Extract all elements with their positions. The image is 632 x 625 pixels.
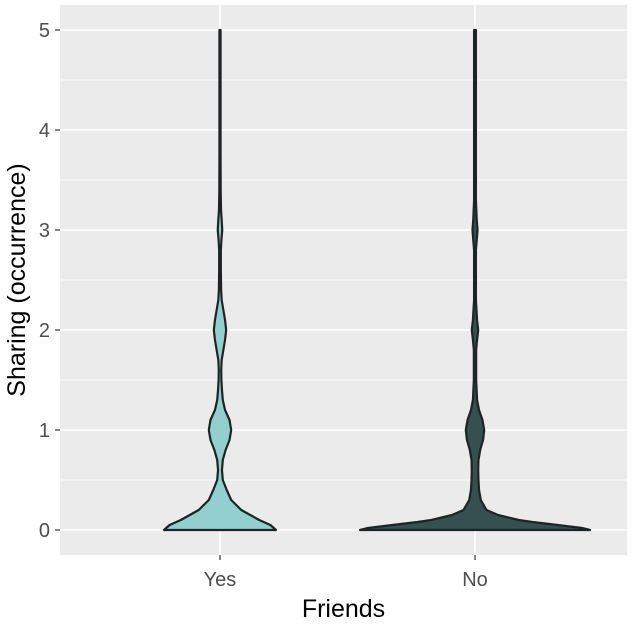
x-axis: Yes No [204,555,488,591]
y-tick-label: 1 [39,420,50,442]
y-tick-label: 3 [39,220,50,242]
x-tick-label-no: No [462,569,488,591]
y-tick-label: 5 [39,20,50,42]
y-axis-title: Sharing (occurrence) [3,163,31,396]
violin-yes [162,28,278,532]
x-tick-label-yes: Yes [204,569,237,591]
y-tick-label: 2 [39,320,50,342]
violins [162,28,592,532]
y-tick-label: 4 [39,120,50,142]
x-axis-title: Friends [302,595,385,623]
y-axis: 0 1 2 3 4 5 [39,20,60,542]
violin-no [358,28,592,532]
y-tick-label: 0 [39,520,50,542]
grid-lines [60,5,627,555]
